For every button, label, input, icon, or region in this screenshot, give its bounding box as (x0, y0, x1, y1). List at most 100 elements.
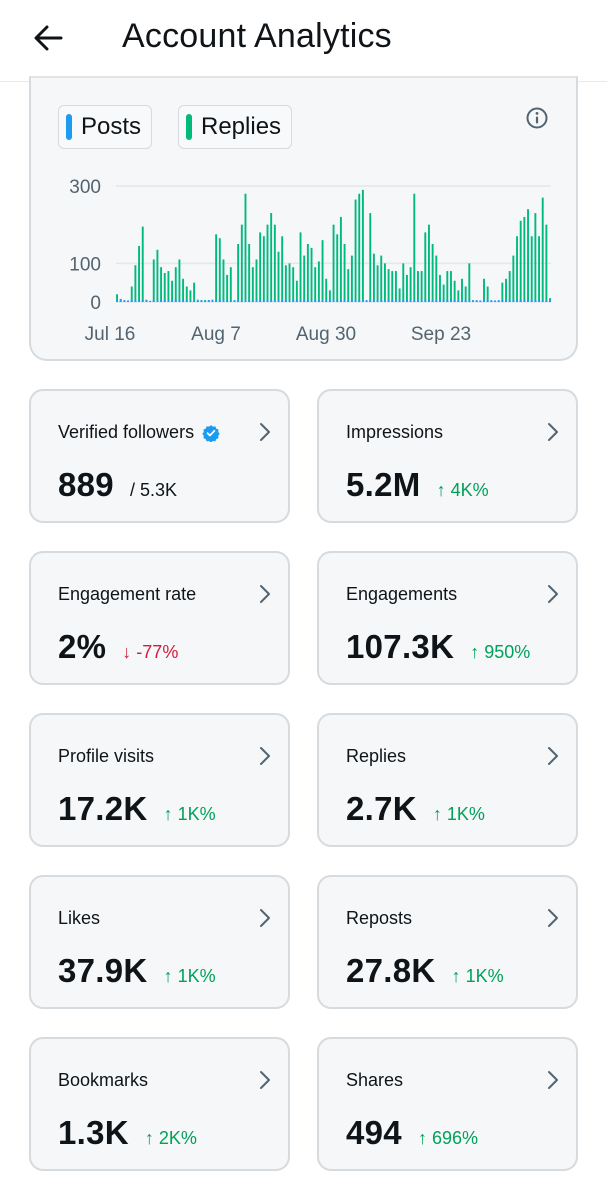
y-tick-label: 300 (69, 177, 101, 198)
posts-bar (196, 299, 199, 302)
posts-bar (189, 300, 192, 302)
posts-bar (530, 300, 533, 302)
metric-label-text: Engagement rate (58, 584, 197, 604)
replies-bar (171, 280, 174, 302)
posts-bar (295, 299, 298, 302)
metric-label: Shares (346, 1070, 403, 1091)
posts-bar (376, 300, 379, 302)
posts-bar (549, 300, 551, 302)
posts-bar (233, 300, 236, 302)
posts-bar (361, 300, 364, 302)
replies-bar (391, 271, 394, 302)
chevron-right-icon (548, 1071, 558, 1089)
metric-label-text: Impressions (346, 422, 444, 442)
replies-bar (354, 199, 357, 302)
metric-card-impressions[interactable]: Impressions 5.2M ↑ 4K% (317, 389, 578, 523)
replies-bar (501, 282, 504, 302)
replies-bar (306, 244, 309, 302)
replies-bar (461, 278, 463, 302)
replies-bar (163, 273, 166, 302)
x-tick-label: Aug 7 (191, 324, 241, 345)
posts-bar (435, 300, 438, 302)
posts-bar (483, 299, 485, 302)
posts-bar (541, 300, 544, 302)
legend-replies-toggle[interactable]: Replies (178, 105, 293, 149)
chevron-right-icon (548, 585, 558, 603)
chevron-right-icon (260, 423, 270, 441)
replies-bar (273, 224, 276, 302)
replies-bar (189, 290, 192, 302)
replies-bar (538, 236, 540, 302)
replies-bar (453, 280, 456, 302)
back-button[interactable] (24, 14, 72, 62)
metric-label: Bookmarks (58, 1070, 148, 1091)
metric-card-replies[interactable]: Replies 2.7K ↑ 1K% (317, 713, 578, 847)
metric-label-text: Verified followers (58, 422, 195, 442)
arrow-left-icon (34, 25, 63, 51)
metric-change: ↑ 1K% (163, 804, 216, 824)
posts-bar (248, 300, 251, 302)
replies-bar (380, 255, 383, 302)
posts-bar (116, 299, 118, 302)
replies-bar (116, 294, 118, 302)
posts-bar (472, 300, 474, 302)
replies-bar (156, 249, 159, 302)
app-header: Account Analytics (0, 0, 607, 82)
posts-bar (273, 300, 276, 302)
x-tick-label: Sep 23 (411, 324, 471, 345)
info-icon[interactable] (525, 106, 549, 130)
metric-card-verified-followers[interactable]: Verified followers 889 / 5.3K (29, 389, 290, 523)
replies-bar (152, 259, 155, 302)
metric-label-text: Engagements (346, 584, 458, 604)
posts-bar (394, 300, 397, 302)
metric-card-bookmarks[interactable]: Bookmarks 1.3K ↑ 2K% (29, 1037, 290, 1171)
posts-bar (545, 300, 548, 302)
metric-label: Engagements (346, 584, 457, 605)
posts-bar (457, 300, 460, 302)
posts-bar (347, 300, 350, 302)
metric-card-shares[interactable]: Shares 494 ↑ 696% (317, 1037, 578, 1171)
metric-card-profile-visits[interactable]: Profile visits 17.2K ↑ 1K% (29, 713, 290, 847)
metric-label: Engagement rate (58, 584, 196, 605)
posts-bar (391, 300, 394, 302)
replies-bar (310, 247, 313, 302)
metric-change: ↓ -77% (122, 642, 179, 662)
posts-bar (523, 300, 526, 302)
metric-label: Profile visits (58, 746, 154, 767)
replies-bar (328, 290, 331, 302)
posts-bar (538, 299, 540, 302)
metric-value: 889 (58, 466, 114, 503)
posts-bar (240, 300, 243, 302)
metric-card-reposts[interactable]: Reposts 27.8K ↑ 1K% (317, 875, 578, 1009)
posts-bar (461, 299, 463, 302)
replies-bar (505, 278, 507, 302)
replies-bar (237, 244, 240, 302)
posts-bar (156, 300, 159, 302)
replies-bar (134, 265, 137, 302)
legend-posts-toggle[interactable]: Posts (58, 105, 153, 149)
posts-bar (336, 300, 339, 302)
metric-card-likes[interactable]: Likes 37.9K ↑ 1K% (29, 875, 290, 1009)
replies-bar (387, 269, 390, 302)
posts-bar (398, 300, 401, 302)
metric-value: 5.2M (346, 466, 421, 503)
posts-bar (339, 300, 342, 302)
metric-card-engagements[interactable]: Engagements 107.3K ↑ 950% (317, 551, 578, 685)
metric-label-text: Profile visits (58, 746, 155, 766)
replies-bar (512, 255, 515, 302)
posts-bar (468, 300, 471, 302)
metric-card-engagement-rate[interactable]: Engagement rate 2% ↓ -77% (29, 551, 290, 685)
posts-bar (428, 300, 430, 302)
metric-value: 17.2K (58, 790, 148, 827)
metric-value: 2.7K (346, 790, 417, 827)
posts-bar (277, 299, 280, 302)
posts-bar (409, 300, 412, 302)
posts-bar (402, 300, 405, 302)
replies-bar (530, 236, 533, 302)
replies-bar (523, 216, 526, 302)
replies-bar (372, 253, 375, 302)
replies-bar (541, 197, 544, 302)
posts-bar (138, 300, 141, 302)
posts-bar (497, 300, 500, 302)
replies-bar (439, 274, 441, 302)
